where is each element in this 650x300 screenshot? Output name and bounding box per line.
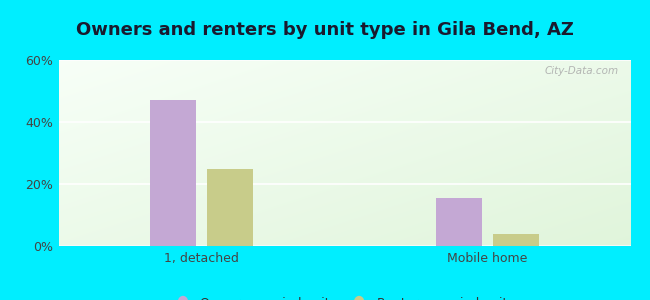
- Legend: Owner occupied units, Renter occupied units: Owner occupied units, Renter occupied un…: [172, 293, 517, 300]
- Bar: [207, 169, 253, 246]
- Text: City-Data.com: City-Data.com: [545, 66, 619, 76]
- Bar: [436, 198, 482, 246]
- Bar: [493, 234, 539, 246]
- Text: Owners and renters by unit type in Gila Bend, AZ: Owners and renters by unit type in Gila …: [76, 21, 574, 39]
- Bar: [150, 100, 196, 246]
